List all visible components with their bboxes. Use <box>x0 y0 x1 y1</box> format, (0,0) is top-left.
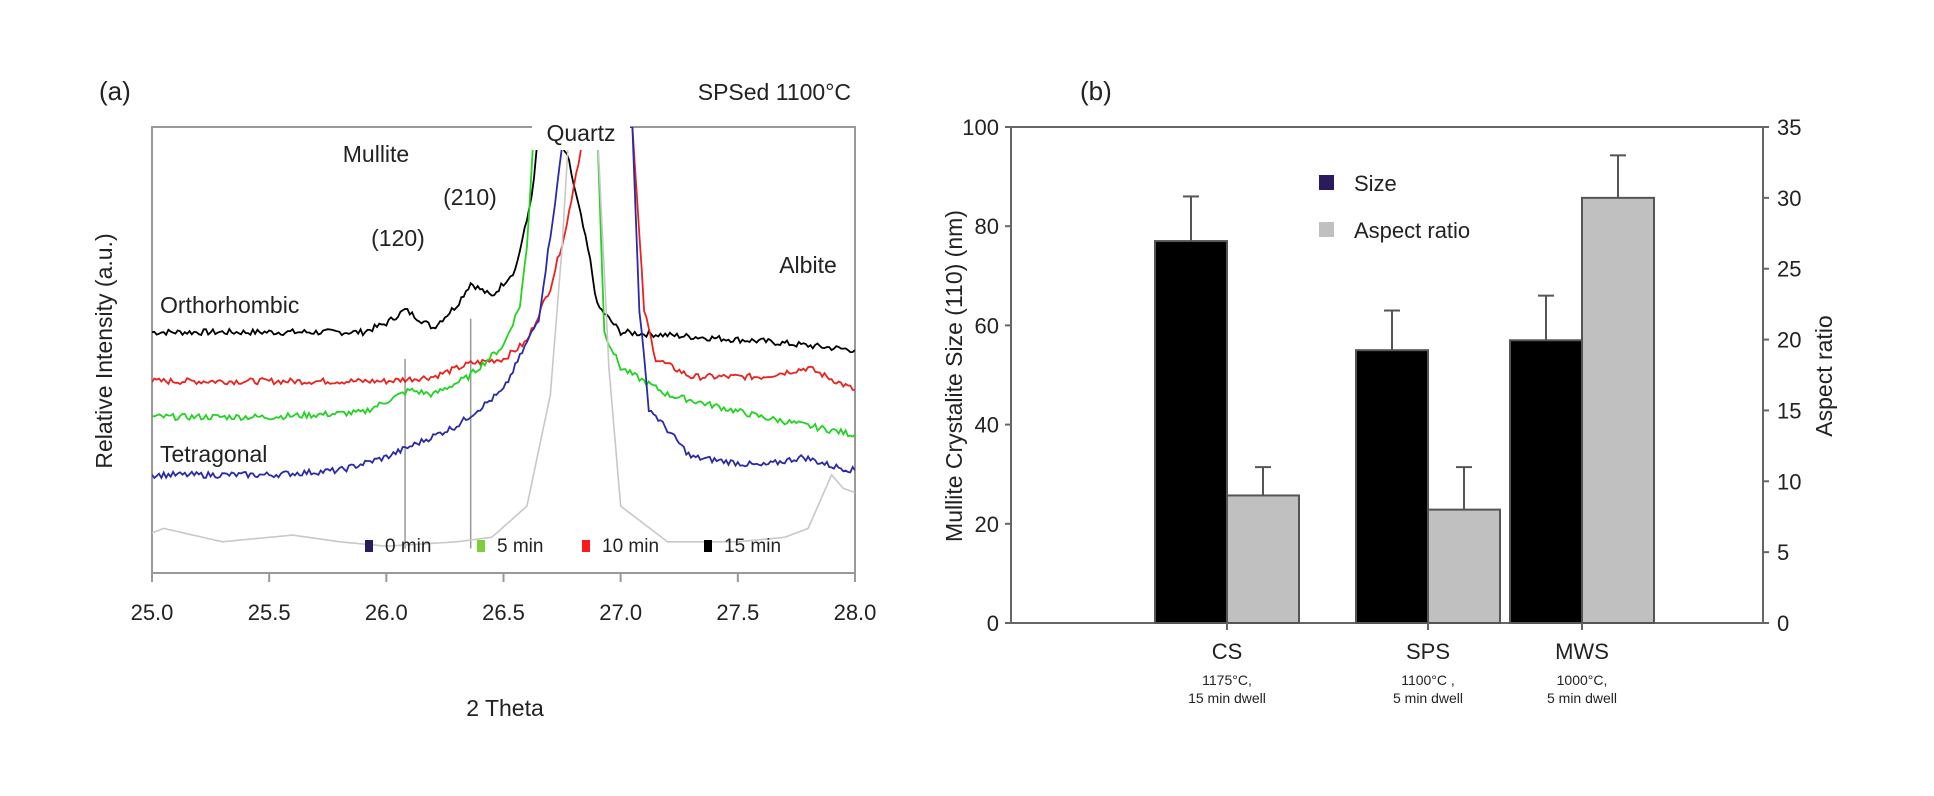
x-tick-label: 25.0 <box>131 600 174 625</box>
legend-swatch-size <box>1319 175 1334 190</box>
annotation-quartz: Quartz <box>546 120 615 146</box>
xrd-series-line-15-min <box>152 127 855 354</box>
y-tick-label: 40 <box>975 413 999 438</box>
bar-plot-area: 0 20 40 60 80 100 0 5 10 15 20 25 30 35 CS 1175°C, 15 mi… <box>962 115 1801 706</box>
y-tick-label: 80 <box>975 214 999 239</box>
chart-title-a: SPSed 1100°C <box>698 79 851 105</box>
legend-swatch-10-min <box>582 540 590 552</box>
annotation-peak-210: (210) <box>443 184 497 210</box>
x-axis-label-a: 2 Theta <box>466 695 544 721</box>
annotation-mullite: Mullite <box>343 141 409 167</box>
legend-label: 10 min <box>602 536 659 557</box>
category-label: CS <box>1212 639 1243 664</box>
annotation-tetragonal: Tetragonal <box>160 441 267 467</box>
legend-label: 15 min <box>724 536 781 557</box>
bar-aspect-ratio-sps <box>1427 508 1501 624</box>
quartz-label-bg <box>532 118 630 150</box>
plot-frame-a <box>151 126 856 574</box>
annotation-orthorhombic: Orthorhombic <box>160 292 299 318</box>
legend-swatch-aspect-ratio <box>1319 222 1334 237</box>
bar-size-sps <box>1355 349 1429 624</box>
xrd-series-line-reference <box>152 127 855 548</box>
category-sublabel: 5 min dwell <box>1547 690 1617 706</box>
xrd-series-line-0-min <box>152 127 855 480</box>
legend-label: 5 min <box>497 536 543 557</box>
x-tick-label: 25.5 <box>248 600 291 625</box>
x-tick-label: 26.0 <box>365 600 408 625</box>
bar-aspect-ratio-mws <box>1581 196 1655 624</box>
y2-tick-label: 20 <box>1777 328 1801 353</box>
category-sublabel: 1100°C , <box>1401 672 1455 688</box>
x-tick-label: 27.5 <box>716 600 759 625</box>
bar-aspect-ratio-cs <box>1226 494 1300 625</box>
category-label: MWS <box>1555 639 1609 664</box>
category-sublabel: 1000°C, <box>1557 672 1608 688</box>
legend-a: 0 min 5 min 10 min 15 min <box>365 536 781 557</box>
category-sublabel: 1175°C, <box>1202 672 1252 688</box>
legend-swatch-5-min <box>477 540 485 552</box>
panel-label-a: (a) <box>99 76 131 106</box>
legend-label: Size <box>1354 171 1397 196</box>
legend-b: Size Aspect ratio <box>1319 171 1470 243</box>
y2-tick-label: 15 <box>1777 398 1801 423</box>
category-sublabel: 15 min dwell <box>1188 690 1266 706</box>
y2-tick-label: 35 <box>1777 115 1801 140</box>
legend-label: 0 min <box>385 536 431 557</box>
y-tick-label: 20 <box>975 512 999 537</box>
annotation-peak-120: (120) <box>371 225 425 251</box>
bar-panel: (b) Mullite Crystalite Size (110) (nm) A… <box>941 76 1837 706</box>
xrd-plot-area: 25.0 25.5 26.0 26.5 27.0 27.5 28.0 <box>131 126 877 625</box>
y-tick-label: 100 <box>962 115 999 140</box>
category-sublabel: 5 min dwell <box>1393 690 1463 706</box>
xrd-series-line-5-min <box>152 127 855 438</box>
y2-tick-label: 25 <box>1777 257 1801 282</box>
bar-size-cs <box>1154 240 1228 625</box>
legend-swatch-15-min <box>704 540 712 552</box>
y2-tick-label: 30 <box>1777 186 1801 211</box>
y-tick-label: 0 <box>987 611 999 636</box>
panel-label-b: (b) <box>1080 76 1112 106</box>
legend-swatch-0-min <box>365 540 373 552</box>
x-tick-label: 27.0 <box>599 600 642 625</box>
x-tick-label: 26.5 <box>482 600 525 625</box>
y-tick-label: 60 <box>975 313 999 338</box>
x-tick-label: 28.0 <box>834 600 877 625</box>
category-label: SPS <box>1406 639 1450 664</box>
xrd-panel: (a) SPSed 1100°C Relative Intensity (a.u… <box>91 76 876 721</box>
bar-size-mws <box>1509 339 1583 624</box>
y2-tick-label: 0 <box>1777 611 1789 636</box>
y2-tick-label: 10 <box>1777 469 1801 494</box>
legend-label: Aspect ratio <box>1354 218 1470 243</box>
xrd-series-line-10-min <box>152 127 855 391</box>
annotation-albite: Albite <box>779 252 837 278</box>
y2-axis-label-b: Aspect ratio <box>1811 315 1837 436</box>
y2-tick-label: 5 <box>1777 540 1789 565</box>
y-axis-label-a: Relative Intensity (a.u.) <box>91 233 117 468</box>
y-axis-label-b: Mullite Crystalite Size (110) (nm) <box>941 210 967 542</box>
